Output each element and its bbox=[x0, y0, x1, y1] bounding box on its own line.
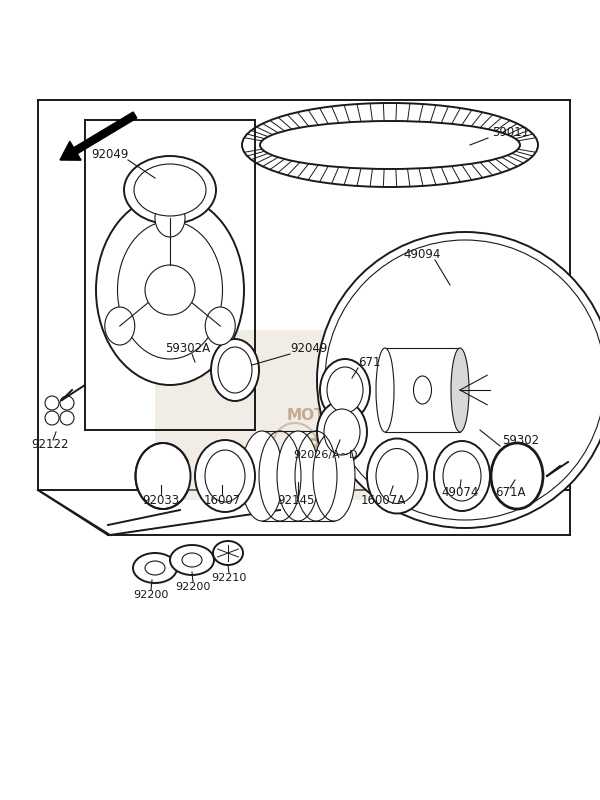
Ellipse shape bbox=[451, 348, 469, 432]
Circle shape bbox=[45, 396, 59, 410]
Circle shape bbox=[45, 411, 59, 425]
Ellipse shape bbox=[367, 438, 427, 514]
Ellipse shape bbox=[324, 409, 360, 455]
Ellipse shape bbox=[320, 359, 370, 421]
Text: 16007A: 16007A bbox=[361, 494, 406, 506]
Ellipse shape bbox=[260, 121, 520, 169]
Ellipse shape bbox=[124, 156, 216, 224]
Text: 92049: 92049 bbox=[290, 342, 328, 354]
Ellipse shape bbox=[105, 307, 135, 345]
Text: 59302: 59302 bbox=[502, 434, 539, 446]
Text: 92200: 92200 bbox=[133, 590, 169, 600]
Text: MSP: MSP bbox=[283, 438, 337, 458]
Circle shape bbox=[325, 240, 600, 520]
Circle shape bbox=[317, 232, 600, 528]
Ellipse shape bbox=[376, 449, 418, 503]
Ellipse shape bbox=[170, 545, 214, 575]
Text: 92200: 92200 bbox=[175, 582, 211, 592]
Ellipse shape bbox=[443, 451, 481, 501]
Ellipse shape bbox=[413, 376, 431, 404]
Text: 59011: 59011 bbox=[492, 126, 529, 139]
Text: 671: 671 bbox=[358, 357, 380, 370]
Text: 92026/A~D: 92026/A~D bbox=[293, 450, 357, 460]
Text: 49074: 49074 bbox=[442, 486, 479, 499]
Ellipse shape bbox=[218, 347, 252, 393]
Text: 671A: 671A bbox=[495, 486, 525, 499]
Text: 49094: 49094 bbox=[403, 249, 440, 262]
Text: 92122: 92122 bbox=[31, 438, 69, 451]
Ellipse shape bbox=[205, 307, 235, 345]
Ellipse shape bbox=[143, 451, 183, 501]
Text: 92049: 92049 bbox=[91, 149, 128, 162]
Circle shape bbox=[60, 396, 74, 410]
Ellipse shape bbox=[205, 450, 245, 502]
Text: MOTORCYCLE: MOTORCYCLE bbox=[287, 407, 403, 422]
Ellipse shape bbox=[277, 431, 319, 521]
Ellipse shape bbox=[133, 553, 177, 583]
Text: 92210: 92210 bbox=[211, 573, 247, 583]
Ellipse shape bbox=[317, 401, 367, 463]
Ellipse shape bbox=[136, 443, 191, 509]
Ellipse shape bbox=[491, 443, 543, 509]
FancyBboxPatch shape bbox=[155, 330, 535, 500]
Ellipse shape bbox=[195, 440, 255, 512]
Text: 92033: 92033 bbox=[142, 494, 179, 506]
Ellipse shape bbox=[241, 431, 283, 521]
Ellipse shape bbox=[213, 541, 243, 565]
Text: SPARE PARTS: SPARE PARTS bbox=[303, 463, 397, 477]
Text: 16007: 16007 bbox=[203, 494, 241, 506]
Ellipse shape bbox=[155, 199, 185, 237]
Ellipse shape bbox=[96, 195, 244, 385]
Ellipse shape bbox=[434, 441, 490, 511]
Circle shape bbox=[60, 411, 74, 425]
Ellipse shape bbox=[313, 431, 355, 521]
Ellipse shape bbox=[376, 348, 394, 432]
Ellipse shape bbox=[145, 561, 165, 575]
Ellipse shape bbox=[118, 221, 223, 359]
Text: 59302A: 59302A bbox=[165, 342, 210, 354]
Ellipse shape bbox=[211, 339, 259, 401]
Ellipse shape bbox=[134, 164, 206, 216]
Circle shape bbox=[145, 265, 195, 315]
Text: 92145: 92145 bbox=[277, 494, 314, 506]
Ellipse shape bbox=[182, 553, 202, 567]
FancyArrow shape bbox=[60, 112, 137, 160]
Ellipse shape bbox=[327, 367, 363, 413]
